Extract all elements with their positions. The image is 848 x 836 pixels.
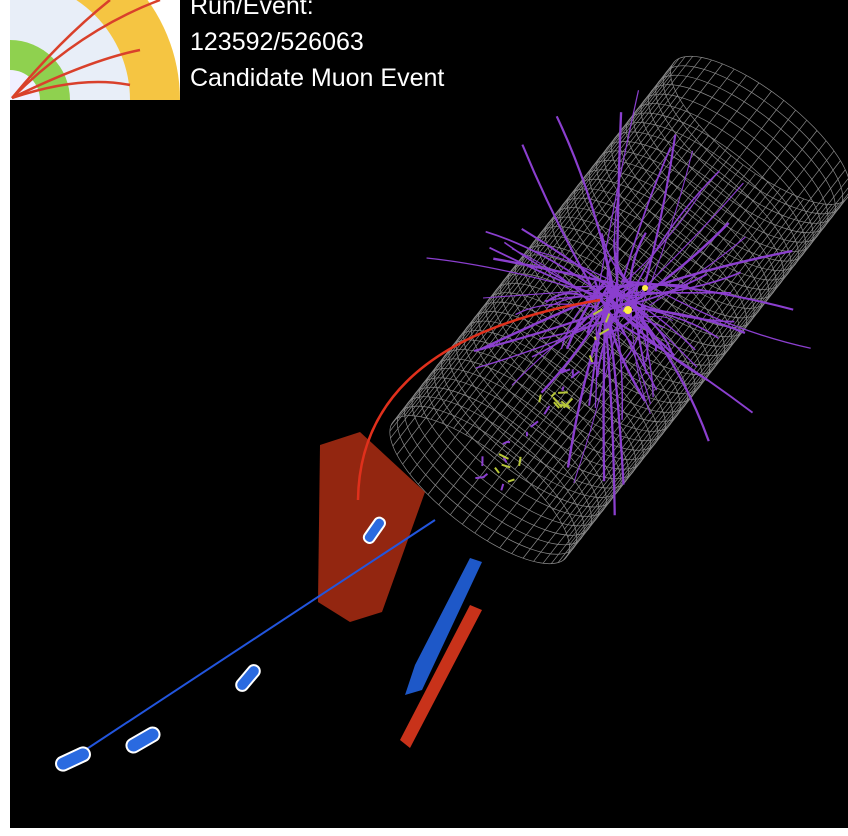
caption-run-event: 123592/526063 <box>190 28 364 56</box>
caption-label: Run/Event: <box>190 0 314 20</box>
caption-description: Candidate Muon Event <box>190 64 444 92</box>
track <box>562 387 563 391</box>
page: Run/Event: 123592/526063 Candidate Muon … <box>0 0 848 836</box>
track <box>590 362 598 363</box>
event-display: Run/Event: 123592/526063 Candidate Muon … <box>0 0 848 836</box>
energy-deposit <box>642 285 648 291</box>
energy-deposit <box>624 306 632 314</box>
track <box>595 337 596 341</box>
logo <box>10 0 180 100</box>
